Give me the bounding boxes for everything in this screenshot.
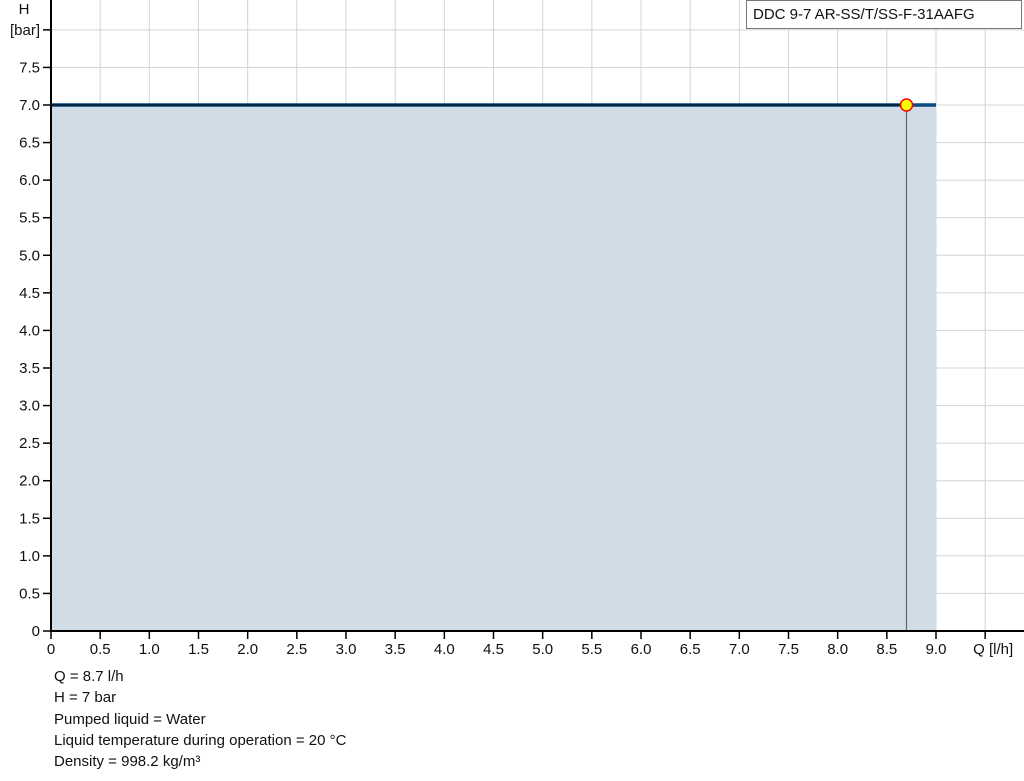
y-tick-label: 7.0 <box>19 97 40 114</box>
y-tick-label: 0.5 <box>19 585 40 602</box>
x-tick-label: 6.0 <box>631 641 652 658</box>
info-head: H = 7 bar <box>54 689 117 707</box>
y-axis-label-name: H <box>19 1 30 18</box>
x-tick-label: 2.0 <box>237 641 258 658</box>
x-tick-label: 3.0 <box>336 641 357 658</box>
x-tick-label: 6.5 <box>680 641 701 658</box>
y-tick-label: 1.5 <box>19 510 40 527</box>
y-tick-label: 5.5 <box>19 210 40 227</box>
y-tick-label: 6.0 <box>19 172 40 189</box>
x-tick-label: 1.5 <box>188 641 209 658</box>
operating-info: Q = 8.7 l/h H = 7 bar Pumped liquid = Wa… <box>54 666 346 772</box>
y-tick-label: 7.5 <box>19 59 40 76</box>
x-tick-label: 4.0 <box>434 641 455 658</box>
y-axis-label-unit: [bar] <box>10 22 40 39</box>
x-tick-label: 9.0 <box>926 641 947 658</box>
info-temperature: Liquid temperature during operation = 20… <box>54 731 347 749</box>
x-tick-label: 7.0 <box>729 641 750 658</box>
y-tick-label: 6.5 <box>19 135 40 152</box>
info-density: Density = 998.2 kg/m³ <box>54 753 201 771</box>
x-tick-label: 8.5 <box>876 641 897 658</box>
y-tick-label: 3.0 <box>19 398 40 415</box>
x-tick-label: 0.5 <box>90 641 111 658</box>
y-tick-label: 2.5 <box>19 435 40 452</box>
info-liquid: Pumped liquid = Water <box>54 710 206 728</box>
info-flow: Q = 8.7 l/h <box>54 668 124 685</box>
x-tick-label: 0 <box>47 641 55 658</box>
y-tick-label: 2.0 <box>19 473 40 490</box>
y-tick-label: 0 <box>32 623 40 640</box>
legend-product-name: DDC 9-7 AR-SS/T/SS-F-31AAFG <box>746 0 1022 29</box>
x-tick-label: 5.0 <box>532 641 553 658</box>
duty-point-marker <box>899 98 914 112</box>
curve-area <box>51 105 936 631</box>
x-tick-label: 1.0 <box>139 641 160 658</box>
x-tick-label: 4.5 <box>483 641 504 658</box>
y-tick-label: 1.0 <box>19 548 40 565</box>
y-tick-label: 4.5 <box>19 285 40 302</box>
x-tick-label: 8.0 <box>827 641 848 658</box>
x-tick-label: 2.5 <box>286 641 307 658</box>
x-tick-label: 5.5 <box>581 641 602 658</box>
y-tick-label: 4.0 <box>19 322 40 339</box>
x-tick-label: 3.5 <box>385 641 406 658</box>
x-tick-label: 7.5 <box>778 641 799 658</box>
x-axis-label: Q [l/h] <box>973 641 1013 658</box>
y-tick-label: 5.0 <box>19 247 40 264</box>
y-tick-label: 3.5 <box>19 360 40 377</box>
